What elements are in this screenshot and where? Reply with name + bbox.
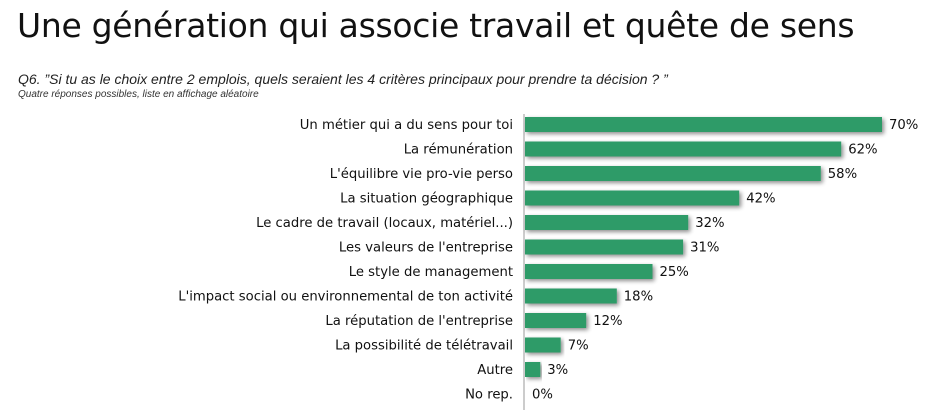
value-label: 12%: [593, 314, 622, 329]
value-label: 58%: [828, 167, 857, 182]
bar: [525, 239, 684, 255]
category-label: Les valeurs de l'entreprise: [339, 241, 513, 256]
category-label: Autre: [477, 363, 513, 378]
bar: [525, 337, 561, 353]
category-label: Un métier qui a du sens pour toi: [300, 117, 513, 133]
bar: [525, 264, 653, 279]
bar: [525, 166, 821, 181]
bar: [525, 215, 689, 230]
question-note: Quatre réponses possibles, liste en affi…: [18, 89, 259, 100]
value-label: 18%: [624, 290, 653, 305]
bar: [525, 117, 882, 132]
category-label: L'impact social ou environnemental de to…: [178, 289, 513, 305]
category-label: Le cadre de travail (locaux, matériel...…: [256, 215, 513, 231]
value-label: 31%: [690, 241, 719, 256]
value-label: 3%: [547, 363, 568, 378]
bar: [525, 313, 587, 328]
category-label: No rep.: [465, 388, 513, 403]
value-label: 32%: [695, 216, 724, 231]
category-label: L'équilibre vie pro-vie perso: [330, 166, 513, 182]
bar: [525, 362, 541, 377]
bar: [525, 141, 842, 157]
bar: [525, 288, 617, 304]
question-text: Q6. ”Si tu as le choix entre 2 emplois, …: [18, 71, 668, 87]
value-label: 0%: [532, 388, 553, 403]
bar: [525, 190, 740, 206]
value-label: 62%: [848, 143, 877, 158]
chart-title: Une génération qui associe travail et qu…: [17, 6, 855, 45]
category-label: La situation géographique: [340, 191, 513, 207]
value-label: 25%: [660, 265, 689, 280]
value-label: 42%: [746, 192, 775, 207]
category-label: La rémunération: [404, 142, 513, 158]
category-label: Le style de management: [349, 265, 513, 280]
value-label: 70%: [889, 118, 918, 133]
category-label: La réputation de l'entreprise: [325, 313, 513, 329]
value-label: 7%: [568, 339, 589, 354]
category-label: La possibilité de télétravail: [335, 338, 513, 354]
